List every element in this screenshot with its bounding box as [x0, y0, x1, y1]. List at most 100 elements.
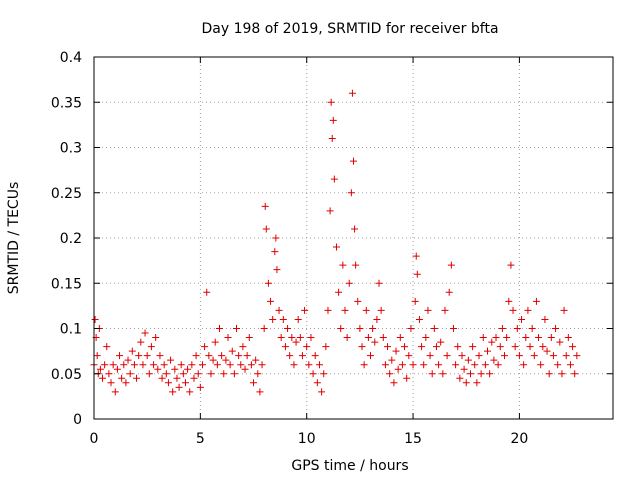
data-point [324, 306, 332, 314]
data-point [147, 343, 155, 351]
data-point [179, 370, 187, 378]
data-point [156, 352, 164, 360]
data-point [573, 352, 581, 360]
data-point [264, 279, 272, 287]
data-point [290, 361, 298, 369]
data-point [507, 261, 515, 269]
data-point [186, 388, 194, 396]
data-point [237, 361, 245, 369]
data-point [492, 334, 500, 342]
grid-lines [94, 57, 613, 419]
data-point [498, 325, 506, 332]
y-tick-label: 0.1 [60, 322, 82, 338]
data-point [388, 356, 396, 364]
data-point [327, 98, 335, 106]
data-point [222, 356, 230, 364]
data-point [292, 338, 300, 346]
data-point [458, 352, 466, 360]
data-point [547, 334, 555, 342]
data-point [198, 361, 206, 369]
data-point [207, 370, 215, 378]
y-tick-label: 0.4 [60, 50, 82, 66]
data-point [392, 347, 400, 355]
data-point [415, 315, 423, 323]
data-point [101, 361, 109, 369]
data-point [369, 325, 377, 332]
data-point [162, 370, 170, 378]
data-point [118, 374, 126, 382]
data-point [332, 243, 340, 251]
data-point [520, 361, 528, 369]
data-point [133, 374, 141, 382]
data-point [137, 338, 145, 346]
data-point [475, 352, 483, 360]
data-point [426, 352, 434, 360]
data-point [384, 343, 392, 351]
data-point [252, 356, 260, 364]
data-point [122, 379, 130, 387]
data-point [469, 343, 477, 351]
data-point [552, 325, 560, 332]
x-tick-label: 20 [510, 431, 528, 447]
data-point [233, 325, 241, 332]
data-point [205, 352, 213, 360]
data-point [243, 352, 251, 360]
data-point [169, 388, 177, 396]
data-point [515, 352, 523, 360]
y-tick-label: 0 [73, 412, 82, 428]
data-point [484, 347, 492, 355]
data-point [371, 338, 379, 346]
data-point [171, 365, 179, 373]
data-point [145, 370, 153, 378]
data-point [211, 338, 219, 346]
data-point [294, 315, 302, 323]
data-point [486, 370, 494, 378]
data-point [418, 343, 426, 351]
data-point [245, 334, 253, 342]
data-point [477, 370, 485, 378]
data-point [143, 352, 151, 360]
data-point [164, 379, 172, 387]
data-point [262, 225, 270, 233]
data-point [341, 306, 349, 314]
data-point [235, 352, 243, 360]
data-point [343, 334, 351, 342]
data-point [571, 370, 579, 378]
data-point [201, 343, 209, 351]
data-point [181, 379, 189, 387]
data-point [460, 365, 468, 373]
data-point [188, 361, 196, 369]
data-point [226, 361, 234, 369]
data-point [522, 334, 530, 342]
data-point [562, 352, 570, 360]
data-point [352, 261, 360, 269]
data-point [413, 270, 421, 278]
data-point [298, 352, 306, 360]
y-tick-label: 0.3 [60, 141, 82, 157]
data-points [90, 89, 581, 396]
data-point [301, 306, 309, 314]
data-point [116, 352, 124, 360]
data-point [494, 361, 502, 369]
data-point [530, 352, 538, 360]
data-point [267, 297, 275, 305]
data-point [526, 343, 534, 351]
data-point [190, 374, 198, 382]
data-point [479, 334, 487, 342]
data-point [432, 343, 440, 351]
y-tick-label: 0.15 [51, 276, 82, 292]
data-point [347, 189, 355, 197]
data-point [126, 370, 134, 378]
data-point [103, 343, 111, 351]
data-point [535, 334, 543, 342]
data-point [473, 379, 481, 387]
data-point [456, 374, 464, 382]
data-point [545, 370, 553, 378]
data-point [139, 361, 147, 369]
data-point [454, 343, 462, 351]
data-point [203, 288, 211, 296]
data-point [445, 288, 453, 296]
data-point [360, 361, 368, 369]
data-point [428, 370, 436, 378]
data-point [296, 334, 304, 342]
